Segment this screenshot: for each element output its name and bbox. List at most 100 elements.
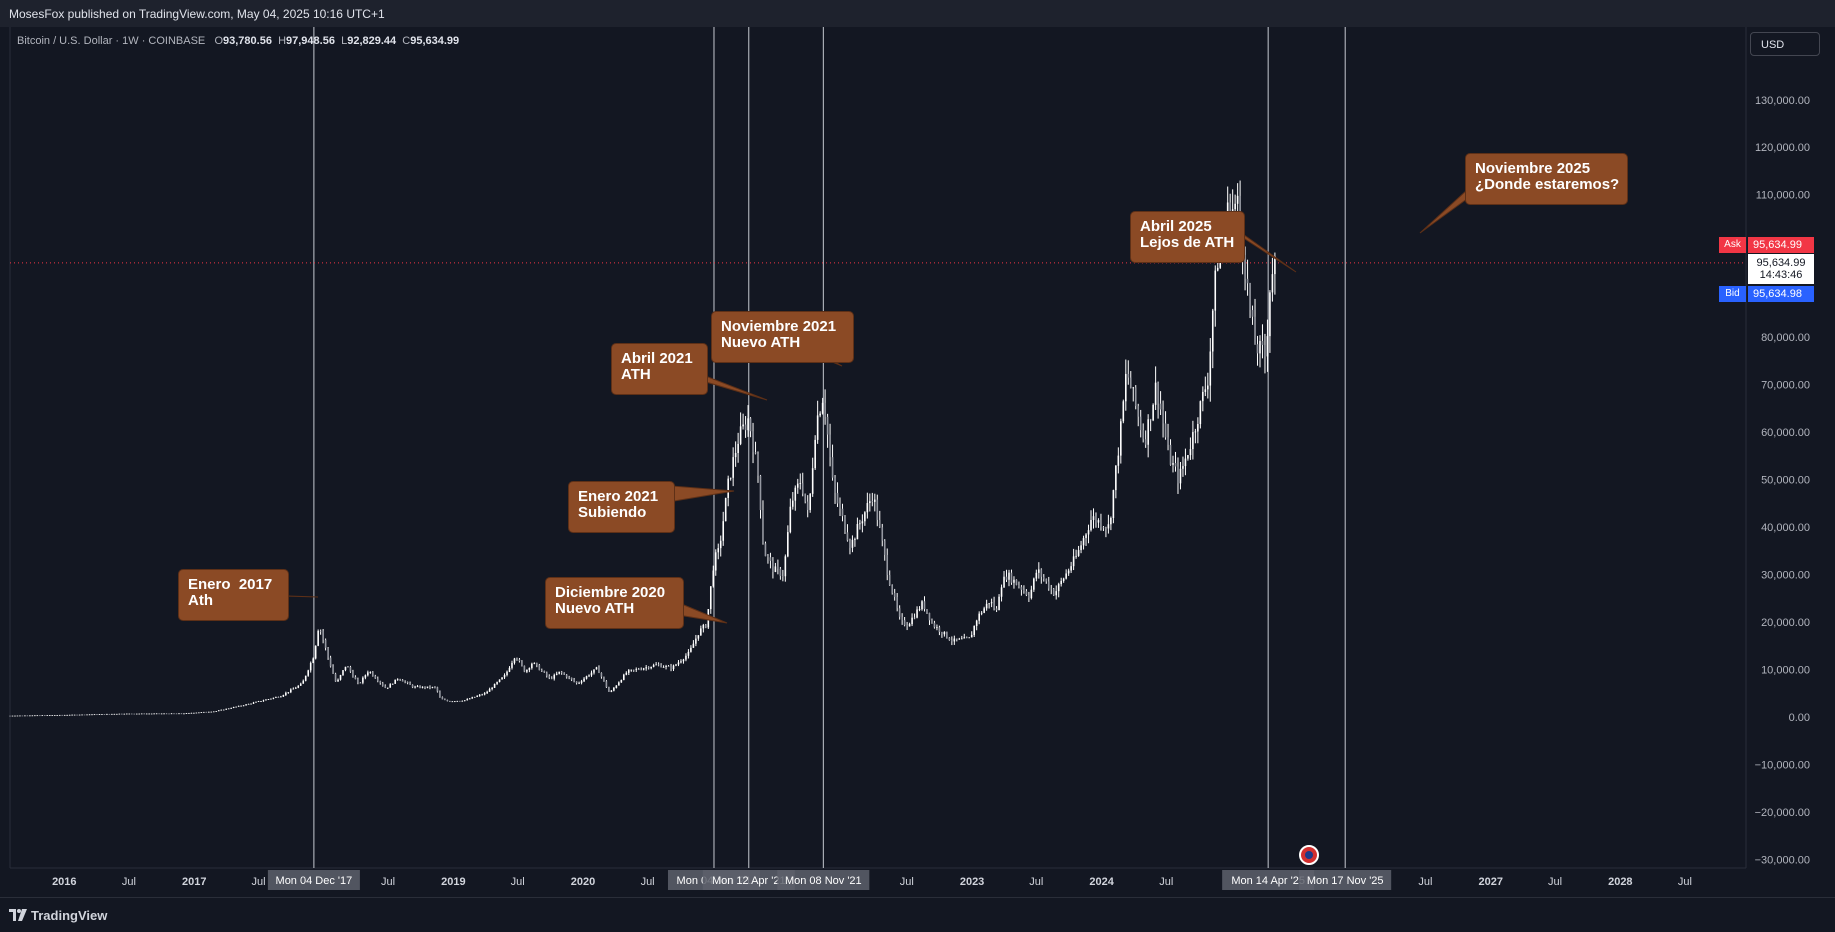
candle-body — [521, 661, 523, 666]
candle-body — [794, 487, 797, 501]
x-tick-label: 2024 — [1089, 876, 1114, 888]
candle-body — [1189, 449, 1192, 456]
candle-body — [439, 691, 441, 698]
candle-body — [983, 608, 985, 613]
candle-body — [672, 665, 675, 670]
x-tick-label: 2028 — [1608, 876, 1632, 888]
candle-body — [83, 714, 86, 716]
candle-body — [799, 483, 802, 484]
candle-body — [307, 670, 310, 676]
candle-body — [41, 715, 44, 717]
callout-enero-2017[interactable]: Enero 2017 Ath — [178, 569, 289, 621]
x-tick-label: Jul — [1029, 876, 1043, 888]
candle-body — [754, 452, 757, 454]
vertical-line-date-badge — [267, 870, 360, 890]
candle-body — [605, 681, 608, 688]
candle-body — [682, 659, 685, 662]
candle-body — [923, 601, 926, 610]
candle-body — [941, 632, 943, 635]
candle-body — [548, 675, 551, 678]
candle-body — [1008, 572, 1010, 580]
candle-body — [1261, 340, 1264, 346]
candle-body — [493, 683, 496, 688]
candle-body — [975, 620, 978, 627]
candle-body — [757, 453, 759, 476]
candle-body — [737, 443, 739, 454]
candle-body — [416, 686, 419, 688]
candle-body — [774, 566, 777, 572]
candle-body — [806, 501, 809, 510]
candle-body — [359, 682, 362, 684]
candle-body — [588, 675, 590, 677]
candle-body — [250, 703, 252, 705]
close-label: C — [402, 35, 411, 47]
candle-body — [454, 701, 456, 703]
vertical-line-date-label: Mon 12 Apr '21 — [712, 875, 786, 887]
us-flag-event-icon[interactable] — [1299, 845, 1319, 865]
candle-body — [821, 402, 824, 414]
candle-body — [1100, 520, 1102, 528]
candle-body — [409, 682, 411, 685]
candle-body — [724, 497, 727, 522]
candle-body — [468, 698, 471, 700]
candle-body — [29, 715, 31, 717]
candle-body — [1122, 401, 1125, 422]
candle-body — [108, 713, 111, 715]
candle-body — [903, 620, 906, 626]
candle-body — [1055, 591, 1058, 596]
candle-body — [140, 713, 143, 715]
currency-button[interactable]: USD — [1750, 32, 1820, 56]
callout-abril-2025[interactable]: Abril 2025 Lejos de ATH — [1130, 211, 1245, 263]
candle-body — [349, 666, 352, 672]
close-value: 95,634.99 — [410, 35, 460, 47]
callout-diciembre-2020[interactable]: Diciembre 2020 Nuevo ATH — [545, 577, 684, 629]
candle-body — [722, 521, 725, 541]
candle-body — [73, 714, 76, 716]
candle-body — [595, 667, 598, 670]
candle-body — [834, 477, 836, 493]
candle-body — [796, 483, 799, 488]
candle-body — [553, 674, 556, 679]
candle-body — [39, 715, 41, 717]
candle-body — [165, 713, 168, 715]
high-value: 97,948.56 — [286, 35, 335, 47]
candle-body — [257, 701, 260, 702]
candle-body — [1264, 345, 1266, 357]
candle-body — [61, 714, 63, 716]
x-tick-label: Jul — [900, 876, 914, 888]
candle-body — [511, 662, 513, 668]
candle-body — [829, 434, 831, 458]
x-tick-label: Jul — [1548, 876, 1562, 888]
candle-body — [558, 671, 561, 674]
candle-body — [327, 647, 329, 658]
candle-body — [1072, 556, 1075, 567]
x-tick-label: Jul — [251, 876, 265, 888]
candle-body — [1204, 389, 1207, 392]
candle-body — [985, 603, 988, 609]
candle-body — [1060, 580, 1062, 585]
candle-body — [277, 697, 280, 698]
bid-label: Bid — [1719, 286, 1746, 302]
candle-body — [374, 675, 377, 679]
callout-noviembre-2025[interactable]: Noviembre 2025 ¿Donde estaremos? — [1465, 153, 1628, 205]
candle-body — [719, 540, 722, 549]
candle-body — [299, 683, 302, 686]
callout-noviembre-2021[interactable]: Noviembre 2021 Nuevo ATH — [711, 311, 854, 363]
symbol-ohlc-legend: Bitcoin / U.S. Dollar · 1W · COINBASE O9… — [17, 35, 459, 47]
candle-body — [88, 714, 91, 716]
candle-body — [1209, 351, 1212, 386]
candle-body — [732, 457, 734, 478]
candle-body — [347, 666, 349, 668]
candle-body — [98, 714, 101, 715]
candle-body — [555, 673, 558, 675]
candle-body — [51, 715, 54, 716]
callout-abril-2021[interactable]: Abril 2021 ATH — [611, 343, 708, 395]
candle-body — [1152, 404, 1154, 421]
tradingview-brand[interactable]: TradingView — [31, 908, 108, 923]
x-tick-label: Jul — [641, 876, 655, 888]
callout-enero-2021[interactable]: Enero 2021 Subiendo — [568, 481, 675, 533]
candle-body — [1202, 391, 1204, 402]
candle-body — [1013, 579, 1015, 583]
candle-body — [1274, 256, 1276, 275]
candle-body — [128, 713, 131, 715]
